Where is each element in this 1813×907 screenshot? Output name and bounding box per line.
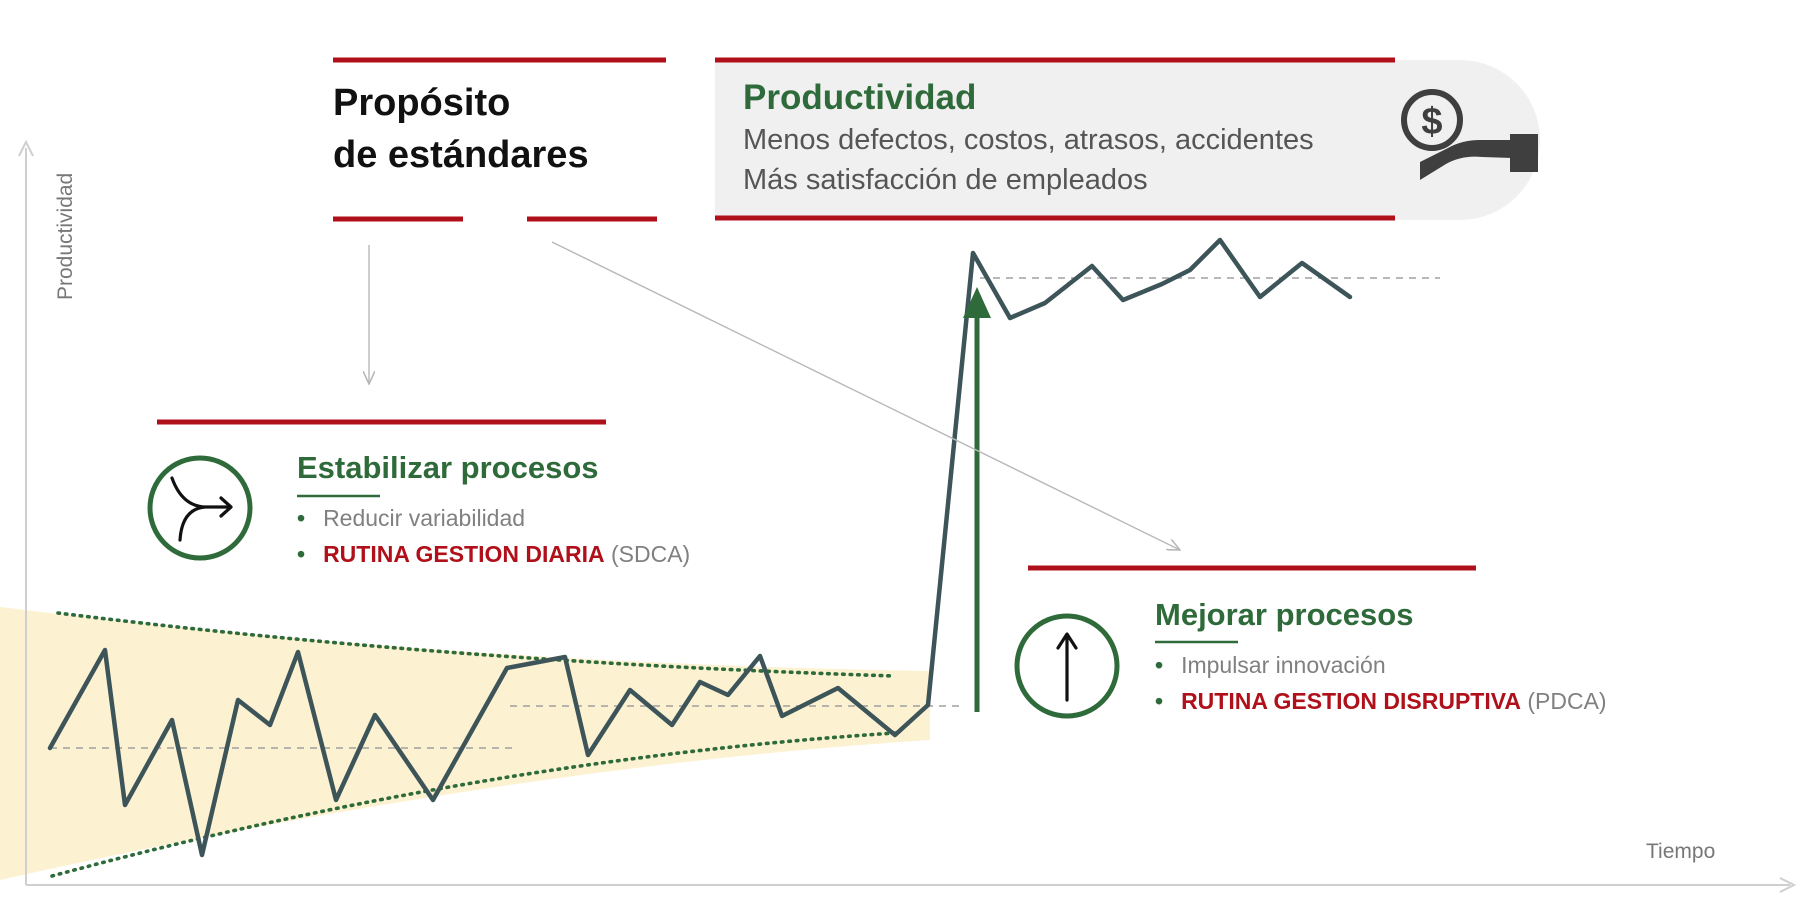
productivity-box	[715, 60, 1540, 220]
bullet-dot: •	[1155, 688, 1164, 714]
productivity-line-1: Menos defectos, costos, atrasos, acciden…	[743, 124, 1314, 156]
stabilize-routine-suffix: (SDCA)	[604, 541, 691, 567]
connector-to-improve	[551, 241, 1180, 550]
improve-bullet-1-text: Impulsar innovación	[1181, 652, 1386, 678]
y-axis-arrow-icon	[18, 139, 34, 157]
merge-arrow-icon	[147, 455, 253, 561]
bullet-dot: •	[297, 541, 306, 567]
improve-bullet-1: • Impulsar innovación	[1155, 652, 1386, 678]
productivity-line-2: Más satisfacción de empleados	[743, 164, 1148, 196]
stabilize-bullet-1: • Reducir variabilidad	[297, 505, 525, 531]
improve-bullet-2: • RUTINA GESTION DISRUPTIVA (PDCA)	[1155, 688, 1607, 714]
svg-text:$: $	[1421, 101, 1442, 143]
purpose-title-line1: Propósito	[333, 82, 511, 124]
money-in-hand-icon: $	[1401, 89, 1538, 180]
x-axis-arrow-icon	[1779, 877, 1797, 893]
stabilize-routine: RUTINA GESTION DIARIA	[323, 541, 605, 567]
stabilize-bullet-1-text: Reducir variabilidad	[323, 505, 526, 531]
x-axis-label: Tiempo	[1646, 840, 1716, 863]
improve-routine: RUTINA GESTION DISRUPTIVA	[1181, 688, 1521, 714]
improvement-arrow-head-icon	[963, 287, 991, 318]
up-arrow-icon	[1014, 613, 1120, 719]
bullet-dot: •	[297, 505, 306, 531]
productivity-series	[47, 237, 1353, 858]
bullet-dot: •	[1155, 652, 1164, 678]
purpose-title: Propósito de estándares	[333, 82, 589, 177]
upper-envelope	[56, 611, 897, 678]
lower-envelope	[50, 731, 897, 878]
purpose-title-line2: de estándares	[333, 133, 589, 176]
productivity-title: Productividad	[743, 78, 977, 117]
stabilize-bullet-2: • RUTINA GESTION DIARIA (SDCA)	[297, 541, 690, 567]
y-axis-label: Productividad	[54, 172, 77, 300]
improve-routine-suffix: (PDCA)	[1520, 688, 1607, 714]
improve-title: Mejorar procesos	[1155, 597, 1414, 632]
stabilize-title: Estabilizar procesos	[297, 450, 599, 485]
